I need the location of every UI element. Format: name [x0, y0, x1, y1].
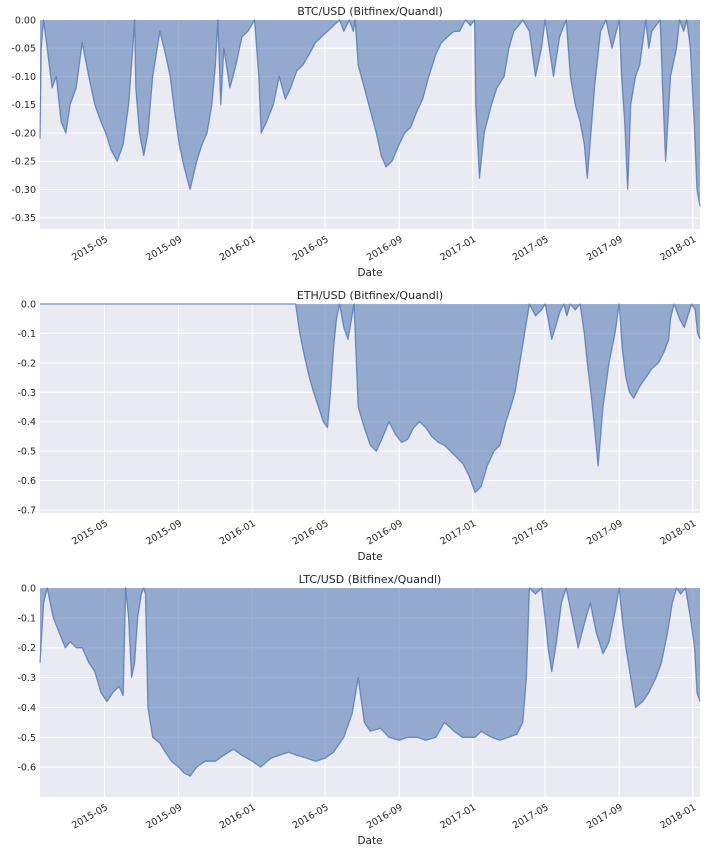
chart2-x-tick-label: 2016-01 [218, 518, 258, 547]
chart3-x-tick-label: 2016-09 [365, 802, 405, 831]
chart3-x-axis-label: Date [357, 835, 382, 847]
chart1-title: BTC/USD (Bitfinex/Quandl) [297, 5, 443, 18]
chart1-y-tick-label: -0.30 [11, 185, 36, 196]
chart1-x-tick-label: 2015-09 [144, 234, 184, 263]
chart3-y-tick-label: -0.5 [17, 733, 36, 744]
chart1-y-tick-label: -0.10 [11, 72, 36, 83]
chart3-y-tick-label: -0.4 [17, 703, 36, 714]
chart2-x-tick-label: 2016-05 [291, 518, 331, 547]
chart2-y-tick-label: -0.6 [17, 476, 36, 487]
chart3-y-tick-label: -0.2 [17, 643, 36, 654]
chart2-y-tick-label: -0.3 [17, 388, 36, 399]
chart3-y-tick-label: -0.3 [17, 673, 36, 684]
chart2-x-tick-label: 2017-09 [585, 518, 625, 547]
chart3-drawdown-area [40, 588, 700, 777]
chart3-x-tick-label: 2018-01 [658, 802, 698, 831]
chart1-drawdown-line [39, 19, 701, 207]
chart2-y-tick-label: 0.0 [21, 300, 36, 311]
chart2-x-tick-label: 2017-05 [511, 518, 551, 547]
chart3-x-tick-label: 2017-09 [585, 802, 625, 831]
chart2-x-tick-label: 2015-09 [144, 518, 184, 547]
chart3-x-tick-label: 2016-05 [291, 802, 331, 831]
chart2-x-tick-label: 2017-01 [438, 518, 478, 547]
chart1-x-axis-label: Date [357, 267, 382, 279]
chart1-y-tick-label: 0.00 [15, 16, 36, 27]
chart2-x-axis-label: Date [357, 551, 382, 563]
chart2-y-tick-label: -0.5 [17, 447, 36, 458]
chart1-x-tick-label: 2015-05 [70, 234, 110, 263]
chart2-drawdown-line [40, 303, 701, 494]
chart3-x-tick-label: 2015-05 [70, 802, 110, 831]
chart3-y-tick-label: -0.6 [17, 763, 36, 774]
chart2-x-tick-label: 2018-01 [658, 518, 698, 547]
chart2-x-tick-label: 2015-05 [70, 518, 110, 547]
chart1-x-tick-label: 2018-01 [658, 234, 698, 263]
chart3-x-tick-label: 2015-09 [144, 802, 184, 831]
chart1-x-tick-label: 2017-09 [585, 234, 625, 263]
chart2-y-tick-label: -0.7 [17, 506, 36, 517]
chart1-y-tick-label: -0.20 [11, 128, 36, 139]
chart1-x-tick-label: 2016-01 [218, 234, 258, 263]
chart1-x-tick-label: 2016-05 [291, 234, 331, 263]
chart1-y-tick-label: -0.25 [11, 157, 36, 168]
chart1-y-tick-label: -0.05 [11, 44, 36, 55]
chart2-y-tick-label: -0.2 [17, 358, 36, 369]
chart2-x-tick-label: 2016-09 [365, 518, 405, 547]
chart1-y-tick-label: -0.15 [11, 100, 36, 111]
chart3-y-tick-label: -0.1 [17, 613, 36, 624]
chart1-y-tick-label: -0.35 [11, 213, 36, 224]
chart3-x-tick-label: 2017-01 [438, 802, 478, 831]
chart1-x-tick-label: 2017-05 [511, 234, 551, 263]
chart2-drawdown-area [40, 304, 700, 493]
chart3-y-tick-label: 0.0 [21, 584, 36, 595]
chart2-title: ETH/USD (Bitfinex/Quandl) [297, 289, 443, 302]
chart3-drawdown-line [39, 587, 701, 777]
chart1-x-tick-label: 2017-01 [438, 234, 478, 263]
chart3-x-tick-label: 2016-01 [218, 802, 258, 831]
chart2-y-tick-label: -0.1 [17, 329, 36, 340]
chart3-x-tick-label: 2017-05 [511, 802, 551, 831]
chart1-x-tick-label: 2016-09 [365, 234, 405, 263]
chart3-title: LTC/USD (Bitfinex/Quandl) [299, 573, 442, 586]
chart2-y-tick-label: -0.4 [17, 417, 36, 428]
chart1-drawdown-area [40, 20, 700, 207]
